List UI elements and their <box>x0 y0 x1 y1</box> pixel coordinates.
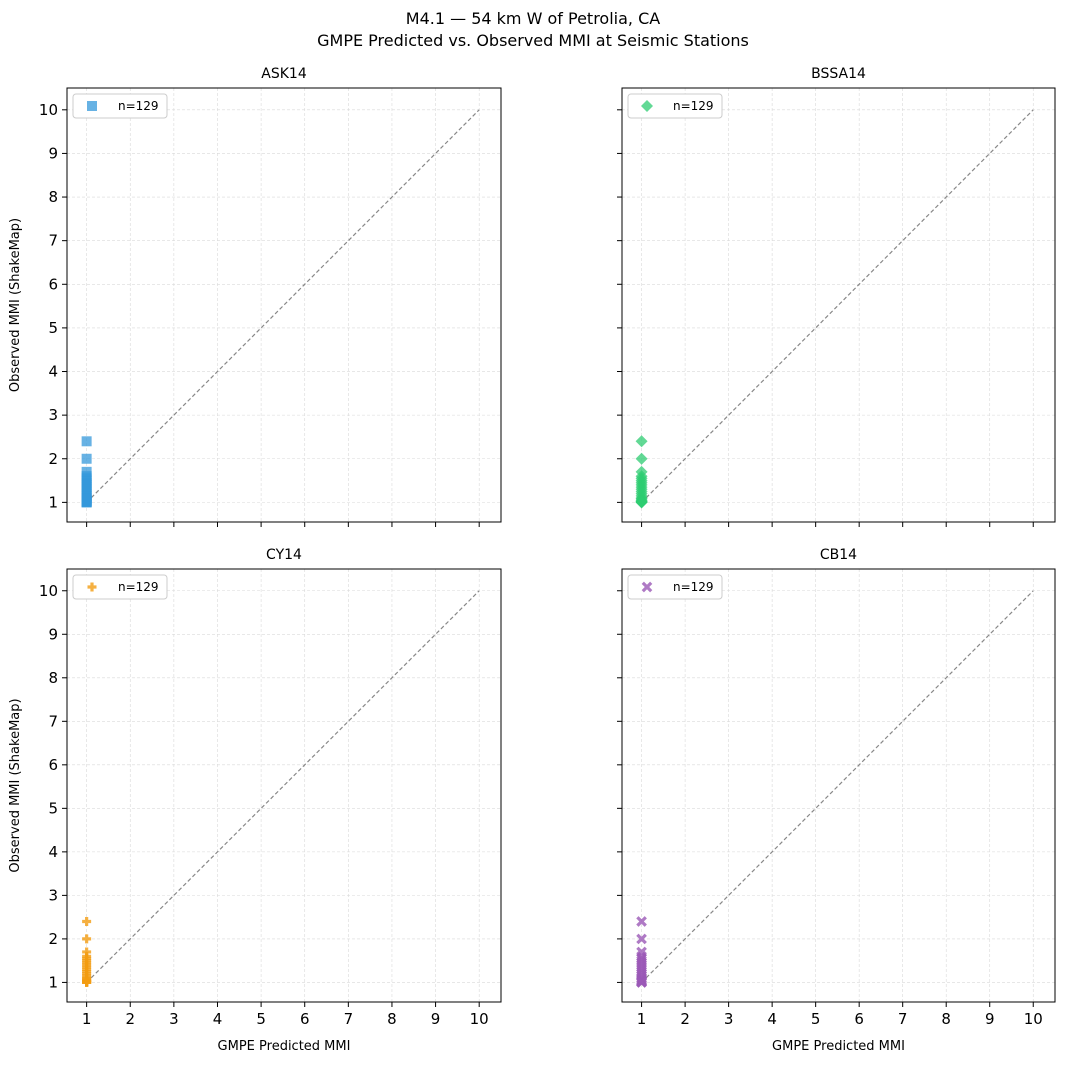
x-tick-label: 1 <box>82 1010 92 1028</box>
panel-title: ASK14 <box>261 66 307 82</box>
data-point <box>81 436 92 447</box>
scatter-panel-cb14: 1 2 3 4 5 6 7 8 9 10 CB14 GMPE Predicted MMI n=129 <box>617 547 1056 1054</box>
x-tick-label: 1 <box>637 1010 647 1028</box>
legend-box <box>627 93 723 119</box>
reference-line <box>86 590 480 983</box>
x-tick-label: 3 <box>169 1010 179 1028</box>
x-tick-label: 3 <box>724 1010 734 1028</box>
axes-frame <box>66 87 502 523</box>
data-point <box>81 453 92 464</box>
y-tick-label: 9 <box>48 144 58 162</box>
x-tick-label: 4 <box>213 1010 223 1028</box>
x-axis-label: GMPE Predicted MMI <box>218 1039 351 1054</box>
x-tick-label: 9 <box>431 1010 441 1028</box>
panel-title: CB14 <box>820 547 857 563</box>
data-point <box>82 977 92 987</box>
legend-label: n=129 <box>118 580 159 594</box>
data-point <box>82 934 92 944</box>
axes-frame <box>66 568 502 1003</box>
y-tick-label: 1 <box>48 973 58 991</box>
x-tick-label: 7 <box>898 1010 908 1028</box>
data-point <box>636 916 647 927</box>
y-tick-label: 7 <box>48 712 58 730</box>
y-tick-label: 8 <box>48 188 58 206</box>
legend-box <box>72 93 168 119</box>
data-point <box>81 497 92 508</box>
x-tick-label: 6 <box>854 1010 864 1028</box>
x-tick-label: 10 <box>470 1010 489 1028</box>
legend: n=129 <box>72 574 168 600</box>
y-tick-label: 4 <box>48 843 58 861</box>
legend-marker <box>87 101 97 111</box>
x-tick-label: 8 <box>387 1010 397 1028</box>
panel-title: BSSA14 <box>811 66 866 82</box>
y-tick-label: 7 <box>48 232 58 250</box>
x-tick-label: 6 <box>300 1010 310 1028</box>
y-axis-label: Observed MMI (ShakeMap) <box>8 218 23 392</box>
y-tick-label: 3 <box>48 886 58 904</box>
y-tick-label: 1 <box>48 493 58 511</box>
y-tick-label: 10 <box>39 101 58 119</box>
legend: n=129 <box>72 93 168 119</box>
data-point <box>635 435 648 448</box>
y-tick-label: 2 <box>48 450 58 468</box>
legend: n=129 <box>627 574 723 600</box>
axes-frame <box>621 87 1056 523</box>
legend-box <box>627 574 723 600</box>
x-axis-label: GMPE Predicted MMI <box>772 1039 905 1054</box>
scatter-panel-bssa14: BSSA14 n=129 <box>617 66 1056 527</box>
y-tick-label: 5 <box>48 799 58 817</box>
x-tick-label: 5 <box>811 1010 821 1028</box>
y-tick-label: 6 <box>48 275 58 293</box>
panel-title: CY14 <box>266 547 302 563</box>
scatter-panel-ask14: 1 2 3 4 5 6 7 8 9 10 ASK14 Observed MMI (ShakeMap) n… <box>8 66 502 527</box>
x-tick-label: 9 <box>985 1010 995 1028</box>
y-tick-label: 9 <box>48 625 58 643</box>
reference-line <box>641 109 1034 503</box>
y-tick-label: 3 <box>48 406 58 424</box>
x-tick-label: 5 <box>256 1010 266 1028</box>
legend-marker <box>87 582 97 592</box>
reference-line <box>86 109 480 503</box>
x-tick-label: 2 <box>125 1010 135 1028</box>
legend: n=129 <box>627 93 723 119</box>
legend-label: n=129 <box>673 580 714 594</box>
data-point <box>635 496 648 509</box>
legend-label: n=129 <box>673 99 714 113</box>
y-axis-label: Observed MMI (ShakeMap) <box>8 698 23 872</box>
data-point <box>636 977 647 988</box>
data-point <box>635 452 648 465</box>
figure-subtitle: GMPE Predicted vs. Observed MMI at Seism… <box>317 31 749 50</box>
x-tick-label: 4 <box>767 1010 777 1028</box>
data-point <box>636 933 647 945</box>
y-tick-label: 6 <box>48 756 58 774</box>
axes-frame <box>621 568 1056 1003</box>
legend-marker <box>641 581 653 593</box>
y-tick-label: 2 <box>48 930 58 948</box>
x-tick-label: 8 <box>941 1010 951 1028</box>
y-tick-label: 5 <box>48 319 58 337</box>
reference-line <box>641 590 1034 983</box>
x-tick-label: 7 <box>344 1010 354 1028</box>
legend-box <box>72 574 168 600</box>
x-tick-label: 2 <box>680 1010 690 1028</box>
data-point <box>82 916 92 926</box>
legend-label: n=129 <box>118 99 159 113</box>
y-tick-label: 8 <box>48 669 58 687</box>
y-tick-label: 10 <box>39 582 58 600</box>
y-tick-label: 4 <box>48 363 58 381</box>
legend-marker <box>641 100 653 112</box>
scatter-panel-cy14: 1 2 3 4 5 6 7 8 9 10 1 2 3 4 5 6 7 8 9 10 CY14 GMPE Predicted… <box>8 547 502 1054</box>
x-tick-label: 10 <box>1024 1010 1043 1028</box>
figure-title: M4.1 — 54 km W of Petrolia, CA <box>405 9 661 28</box>
